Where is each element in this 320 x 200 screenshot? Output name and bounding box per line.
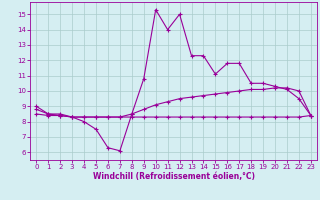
X-axis label: Windchill (Refroidissement éolien,°C): Windchill (Refroidissement éolien,°C) [92, 172, 255, 181]
